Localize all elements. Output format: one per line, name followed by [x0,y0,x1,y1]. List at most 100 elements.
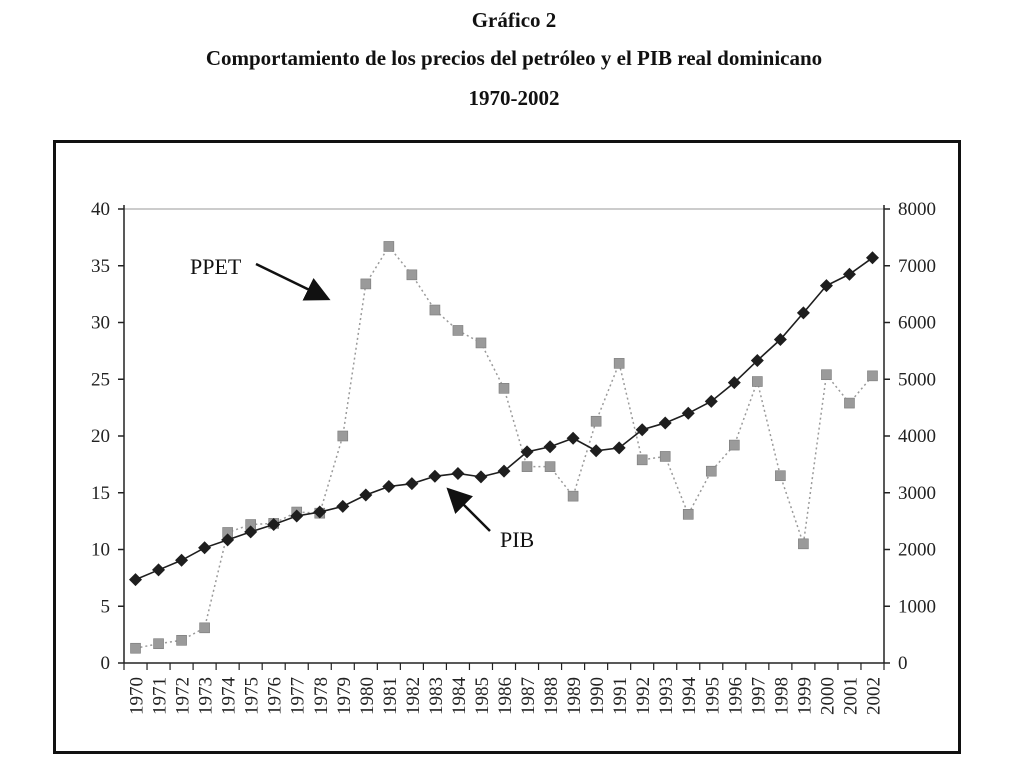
x-tick-label: 1988 [541,677,562,715]
x-tick-label: 1981 [380,677,401,715]
pib-point [382,480,396,494]
pib-point [221,533,235,547]
pib-point [198,541,212,555]
pib-point [359,488,373,502]
x-tick-label: 1972 [173,677,194,715]
ppet-point [199,622,210,634]
ppet-point [360,278,372,290]
right-tick-label: 6000 [898,313,936,334]
x-tick-label: 1994 [679,677,700,716]
pib-point [865,251,879,265]
pib-series-layer [129,251,879,587]
right-tick-label: 3000 [898,483,936,504]
x-tick-label: 1986 [495,677,516,715]
ppet-point [337,430,349,442]
pib-point [175,553,189,567]
ppet-point [613,358,625,369]
right-tick-label: 5000 [898,369,936,390]
x-tick-label: 1996 [725,677,746,715]
ppet-point [775,470,786,482]
pib-point [244,525,258,539]
left-tick-label: 40 [91,199,110,220]
pib-point [152,563,166,577]
ppet-point [544,461,556,472]
pib-point [819,279,833,293]
pib-point [842,267,856,281]
pib-point [497,464,511,478]
pib-point [520,445,534,459]
pib-point [727,376,741,390]
x-tick-label: 1999 [794,677,815,715]
ppet-point [567,490,579,502]
x-tick-label: 1983 [426,677,447,715]
ppet-point [590,415,602,427]
figure-label: Gráfico 2 [471,8,557,32]
pib-point [428,469,442,483]
ppet-point [705,465,717,477]
pib-point [612,441,626,455]
pib-point [773,333,787,347]
left-tick-label: 20 [91,426,110,447]
x-tick-label: 1971 [150,677,171,715]
figure-subtitle: 1970-2002 [468,86,560,110]
x-tick-label: 1970 [127,677,148,715]
x-tick-label: 1987 [518,677,539,715]
x-tick-label: 1977 [288,677,309,715]
pib-point [474,470,488,484]
x-tick-label: 1980 [357,677,378,715]
ppet-point [383,241,395,252]
ppet-point [498,383,510,394]
x-tick-label: 1976 [265,677,286,715]
x-tick-label: 1998 [771,677,792,715]
x-tick-label: 1993 [656,677,677,715]
pib-point [796,306,810,320]
pib-annotation-label: PIB [500,527,534,552]
left-tick-label: 10 [91,540,110,561]
annotation-layer: PPET PIB [190,254,534,552]
x-tick-label: 1991 [610,677,631,715]
x-tick-label: 1992 [633,677,654,715]
x-tick-label: 1989 [564,677,585,715]
ppet-point [130,642,141,654]
pib-point [681,406,695,420]
left-tick-label: 35 [91,256,110,277]
ppet-point [729,439,740,451]
right-tick-label: 1000 [898,596,936,617]
ppet-point [429,304,441,316]
ppet-point [752,376,763,387]
ppet-point [452,325,464,336]
x-tick-label: 1990 [587,677,608,715]
pib-point [658,416,672,430]
x-tick-label: 2001 [840,677,861,715]
figure-title: Comportamiento de los precios del petról… [205,46,823,70]
ppet-point [521,461,533,472]
ppet-annotation-arrow [255,262,331,301]
x-tick-label: 1973 [196,677,217,715]
ppet-point [406,269,418,281]
left-tick-label: 30 [91,313,110,334]
x-tick-label: 1982 [403,677,424,715]
x-tick-label: 1997 [748,677,769,715]
ppet-point [636,454,648,466]
pib-point [336,499,350,513]
pib-point [267,518,281,532]
right-tick-label: 2000 [898,540,936,561]
pib-point [589,444,603,458]
right-tick-label: 8000 [898,199,936,220]
pib-point [405,477,419,491]
x-tick-label: 1985 [472,677,493,715]
right-tick-label: 0 [898,653,908,674]
left-tick-label: 0 [101,653,111,674]
ppet-annotation-label: PPET [190,254,242,279]
x-tick-label: 1984 [449,677,470,716]
chart-canvas: 0 5 10 15 20 25 30 35 40 0 1000 2000 3000 4000 5000 600… [91,199,936,716]
ppet-point [867,370,878,382]
pib-point [543,440,557,454]
left-tick-label: 15 [91,483,110,504]
pib-point [451,466,465,480]
pib-point [313,505,327,519]
ppet-point [821,369,832,381]
pib-point [129,573,143,587]
ppet-point [176,634,187,646]
pib-point [750,354,764,368]
